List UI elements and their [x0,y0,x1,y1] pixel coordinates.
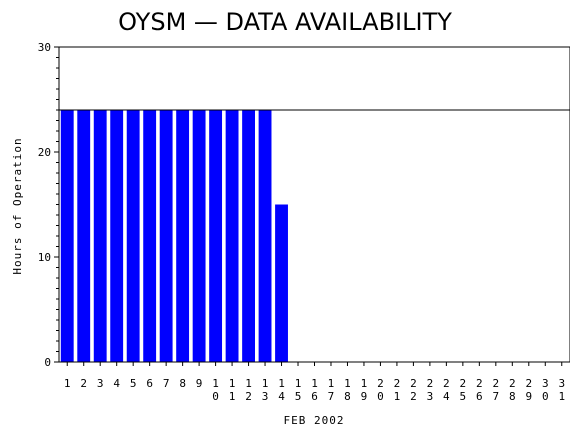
bar-day-11 [225,110,239,362]
x-axis: 1 2 3 4 5 6 7 8 9 1 01 11 21 31 41 51 61 71 81 92 02 12 22 32 42… [64,362,565,403]
bar-day-10 [209,110,223,362]
bar-day-2 [77,110,91,362]
bar-day-5 [126,110,140,362]
x-tick-label-4: 4 [113,377,120,390]
bar-day-9 [192,110,206,362]
y-axis: 0 10 20 30 [38,41,59,369]
x-tick-label-3: 3 [97,377,104,390]
x-tick-label-7: 7 [163,377,170,390]
bar-day-14 [275,204,288,362]
y-axis-label: Hours of Operation [11,137,24,274]
x-tick-label-2: 2 [80,377,87,390]
x-tick-label-1: 1 [64,377,71,390]
x-tick-label-5: 5 [130,377,137,390]
x-tick-label-8: 8 [179,377,186,390]
bar-day-8 [176,110,190,362]
bar-day-12 [242,110,255,362]
x-tick-label-6: 6 [146,377,153,390]
bar-day-1 [60,110,74,362]
chart-title: OYSM — DATA AVAILABILITY [118,8,452,36]
x-tick-label-9: 9 [196,377,203,390]
y-tick-label-0: 0 [44,356,51,369]
y-tick-label-30: 30 [38,41,51,54]
bar-day-13 [258,110,272,362]
y-tick-label-20: 20 [38,146,51,159]
y-tick-label-10: 10 [38,251,51,264]
x-axis-label: FEB 2002 [284,414,345,427]
bar-day-7 [159,110,173,362]
bars-group [60,110,288,362]
bar-day-3 [93,110,107,362]
bar-day-6 [143,110,157,362]
bar-day-4 [110,110,124,362]
